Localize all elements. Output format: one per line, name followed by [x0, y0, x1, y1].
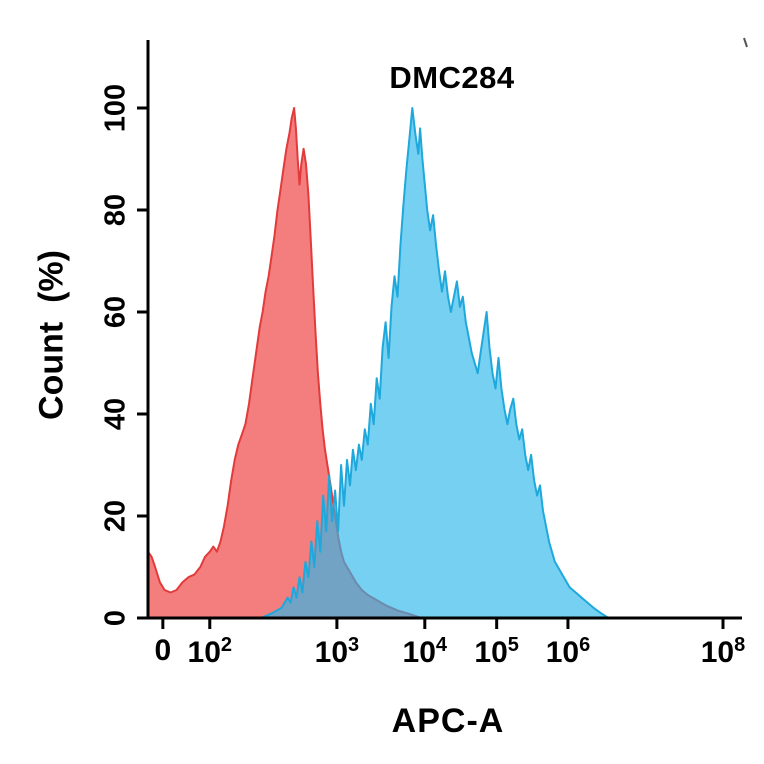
y-tick-label: 20 [99, 499, 132, 533]
y-tick-label: 100 [99, 83, 132, 133]
y-tick-label: 0 [99, 609, 132, 627]
y-tick-label: 80 [99, 193, 132, 227]
chart-title: DMC284 [389, 60, 515, 95]
x-tick-label: 0 [154, 634, 172, 667]
y-tick-label: 40 [99, 397, 132, 431]
x-tick-label: 104 [402, 634, 448, 669]
x-tick-label: 105 [474, 634, 519, 669]
x-tick-label: 108 [700, 634, 746, 669]
corner-tick-mark [743, 37, 748, 48]
series-area-blue-stained-population [259, 107, 610, 619]
x-tick-label: 106 [545, 634, 591, 669]
x-tick-label: 103 [314, 634, 360, 669]
y-tick-label: 60 [99, 295, 132, 329]
x-axis-label: APC-A [391, 702, 505, 740]
y-axis-label: Count (%) [32, 250, 71, 420]
x-tick-label: 102 [187, 634, 233, 669]
